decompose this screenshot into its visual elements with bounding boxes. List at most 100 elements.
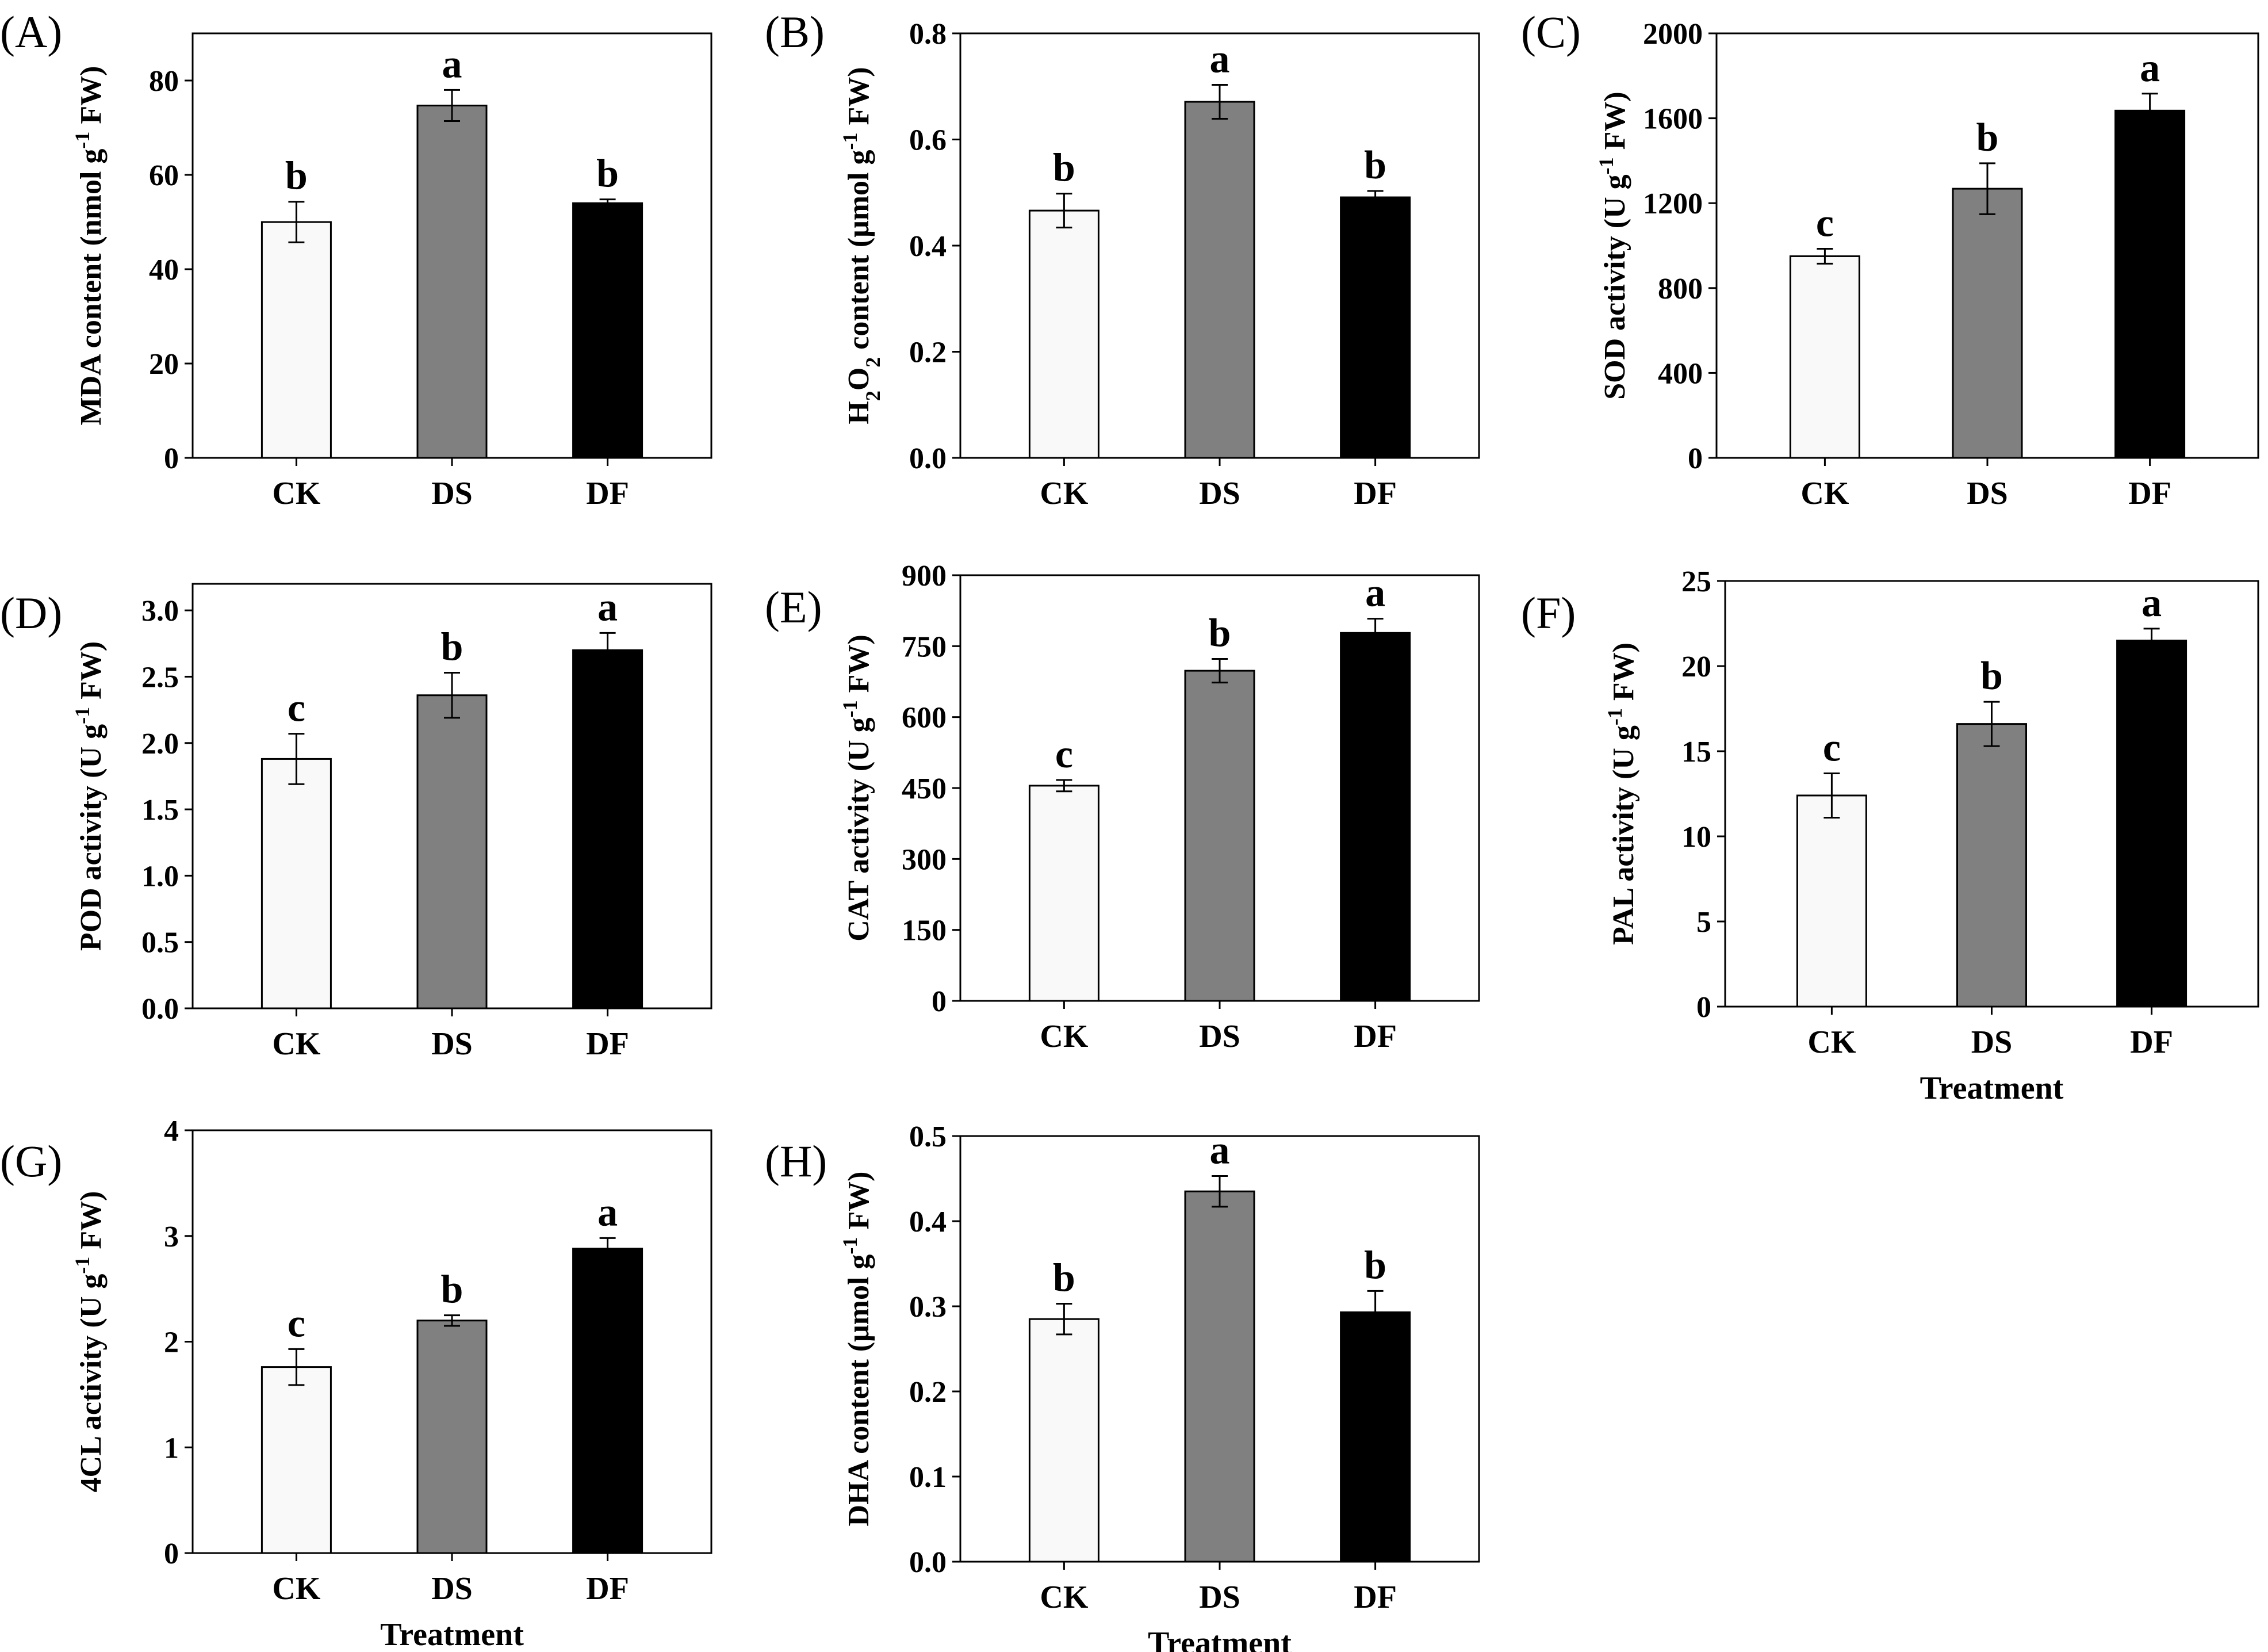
y-tick-label: 2000 bbox=[1643, 18, 1703, 51]
bar-df bbox=[572, 202, 643, 459]
bar-ds bbox=[1956, 723, 2027, 1008]
y-tick-label: 0.0 bbox=[141, 993, 179, 1026]
x-tick-label: DF bbox=[2128, 476, 2171, 511]
y-axis-label-part: FW) bbox=[1607, 643, 1640, 708]
y-axis-label-part: -1 bbox=[838, 700, 861, 717]
y-axis-label-part: -1 bbox=[1603, 708, 1626, 725]
y-tick-label: 1200 bbox=[1643, 188, 1703, 220]
significance-letter: c bbox=[288, 1301, 305, 1345]
y-axis-label-part: 4CL activity (U g bbox=[75, 1274, 108, 1493]
significance-letter: c bbox=[1816, 201, 1834, 246]
significance-letter: a bbox=[2141, 581, 2162, 625]
y-axis-label-part: FW) bbox=[75, 641, 108, 707]
y-axis-label-part: FW) bbox=[75, 1191, 108, 1257]
y-axis-label-part: FW) bbox=[842, 634, 875, 700]
error-bar-df bbox=[1367, 618, 1384, 648]
bar-ds bbox=[416, 694, 488, 1009]
y-tick-label: 0.2 bbox=[909, 336, 947, 369]
plot-frame bbox=[959, 32, 1480, 459]
x-tick-label: DF bbox=[586, 1571, 629, 1607]
y-tick-label: 20 bbox=[1681, 651, 1711, 683]
y-tick-label: 5 bbox=[1696, 906, 1711, 939]
chart-panel-d: (D) c CK b DS a DF 0.0 0.5 1.0 1.5 2.0 2.5 3.0 POD act… bbox=[0, 583, 712, 1062]
bar-ck bbox=[1028, 1318, 1099, 1563]
bar-ck bbox=[260, 221, 332, 459]
error-bar-ds bbox=[1212, 83, 1228, 120]
y-tick-label: 0.0 bbox=[909, 442, 947, 475]
bar-ck bbox=[1789, 255, 1860, 459]
bar-df bbox=[2116, 640, 2187, 1008]
significance-letter: b bbox=[1364, 1243, 1386, 1287]
y-axis-label-part: 2 bbox=[861, 391, 884, 401]
error-bar-ds bbox=[444, 1314, 460, 1327]
bar-df bbox=[1340, 632, 1411, 1002]
significance-letter: a bbox=[1210, 37, 1230, 81]
significance-letter: b bbox=[285, 154, 308, 198]
y-tick-label: 0.4 bbox=[909, 230, 947, 263]
y-axis-label: CAT activity (U g-1 FW) bbox=[838, 634, 875, 942]
x-tick-label: DF bbox=[1354, 1580, 1397, 1615]
y-tick-label: 0 bbox=[164, 1538, 179, 1570]
y-tick-label: 4 bbox=[164, 1115, 179, 1148]
y-axis-label-part: SOD activity (U g bbox=[1599, 174, 1631, 399]
y-axis-label-part: PAL activity (U g bbox=[1607, 725, 1640, 945]
x-tick-label: CK bbox=[272, 1026, 320, 1062]
error-bar-ds bbox=[1212, 658, 1228, 684]
bar-df bbox=[572, 1248, 643, 1554]
x-tick-label: DF bbox=[2130, 1024, 2173, 1060]
error-bar-ck bbox=[1056, 1303, 1072, 1336]
y-axis-label-part: CAT activity (U g bbox=[842, 717, 875, 941]
y-axis-label-part: H bbox=[842, 401, 875, 424]
x-tick-label: DS bbox=[1199, 1580, 1240, 1615]
chart-panel-a: (A) b CK a DS b DF 0 20 40 60 80 MDA content (nmol g… bbox=[0, 7, 712, 511]
error-bar-df bbox=[599, 198, 616, 208]
y-axis-label-part: FW) bbox=[842, 67, 875, 132]
error-bar-ck bbox=[288, 733, 305, 785]
x-tick-label: DS bbox=[1971, 1024, 2013, 1060]
y-tick-label: 3 bbox=[164, 1221, 179, 1253]
error-bar-ck bbox=[1823, 772, 1840, 819]
y-tick-label: 20 bbox=[149, 348, 179, 381]
significance-letter: b bbox=[441, 625, 463, 670]
y-tick-label: 600 bbox=[902, 702, 947, 735]
bar-df bbox=[1340, 196, 1411, 459]
y-axis-label: SOD activity (U g-1 FW) bbox=[1595, 91, 1631, 400]
error-bar-ck bbox=[288, 201, 305, 243]
x-tick-label: DF bbox=[1354, 476, 1397, 511]
error-bar-df bbox=[1367, 1290, 1384, 1334]
y-tick-label: 0 bbox=[164, 442, 179, 475]
y-axis-label-part: -1 bbox=[71, 132, 94, 149]
y-tick-label: 300 bbox=[902, 843, 947, 876]
bar-ck bbox=[1796, 794, 1867, 1008]
bar-ds bbox=[1184, 670, 1255, 1002]
error-bar-ck bbox=[288, 1348, 305, 1386]
error-bar-df bbox=[1367, 190, 1384, 205]
chart-panel-e: (E) c CK b DS a DF 0 150 300 450 600 750 900 CAT activ… bbox=[765, 560, 1480, 1054]
error-bar-df bbox=[2141, 93, 2158, 129]
significance-letter: b bbox=[441, 1268, 463, 1312]
y-axis-label-part: content (μmol g bbox=[842, 150, 875, 357]
x-tick-label: CK bbox=[1040, 1580, 1088, 1615]
y-tick-label: 1.5 bbox=[141, 794, 179, 827]
significance-letter: a bbox=[2140, 46, 2160, 90]
bar-ck bbox=[260, 758, 332, 1009]
plot-frame bbox=[1724, 580, 2259, 1008]
x-tick-label: DS bbox=[1199, 476, 1240, 511]
x-axis-label: Treatment bbox=[380, 1617, 524, 1652]
y-tick-label: 0.5 bbox=[141, 927, 179, 959]
significance-letter: b bbox=[1364, 143, 1386, 188]
significance-letter: a bbox=[1210, 1129, 1230, 1173]
error-bar-ds bbox=[444, 672, 460, 719]
x-tick-label: DF bbox=[1354, 1019, 1397, 1054]
significance-letter: c bbox=[1823, 725, 1841, 770]
y-tick-label: 0.0 bbox=[909, 1546, 947, 1579]
bar-ds bbox=[1952, 188, 2023, 459]
y-axis-label: 4CL activity (U g-1 FW) bbox=[71, 1191, 108, 1493]
panel-label: (D) bbox=[0, 588, 62, 638]
error-bar-ck bbox=[1056, 193, 1072, 229]
y-tick-label: 2 bbox=[164, 1326, 179, 1359]
y-tick-label: 0.8 bbox=[909, 18, 947, 51]
bar-ck bbox=[1028, 209, 1099, 459]
chart-panel-g: (G) c CK b DS a DF 0 1 2 3 4 4CL activity (U g-1 FW)… bbox=[0, 1115, 712, 1652]
